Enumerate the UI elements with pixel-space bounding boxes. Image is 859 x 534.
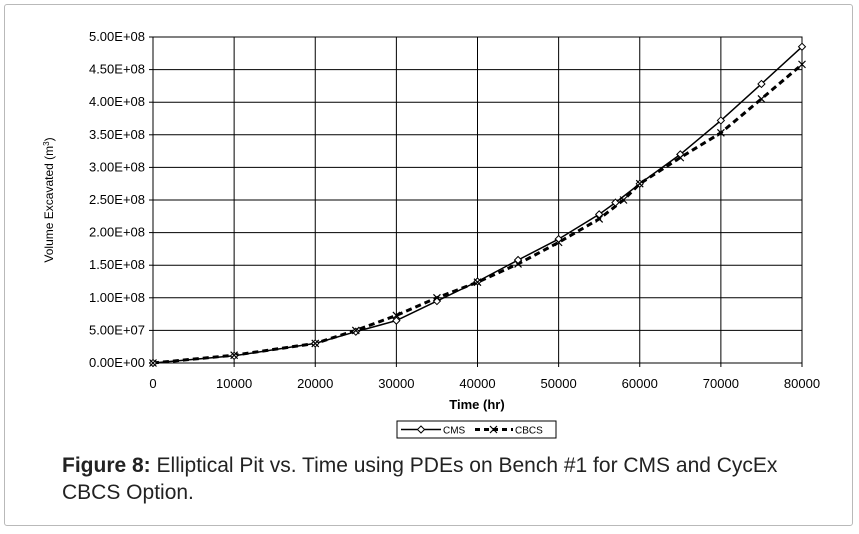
- y-tick-label: 2.50E+08: [89, 192, 145, 207]
- y-axis-label-sup: 3: [42, 141, 51, 146]
- data-point-cbcs: [716, 128, 725, 137]
- grid-lines: [149, 36, 803, 367]
- legend-cms-marker: [416, 425, 426, 434]
- y-tick-label: 0.00E+00: [89, 355, 145, 370]
- figure-frame: [4, 4, 853, 526]
- data-point-cbcs: [311, 339, 320, 348]
- data-point-cbcs: [554, 238, 563, 247]
- x-tick-label: 60000: [622, 376, 658, 391]
- y-tick-label: 2.00E+08: [89, 225, 145, 240]
- data-point-cms: [716, 116, 726, 125]
- data-point-cbcs: [757, 95, 766, 103]
- legend-cbcs-marker: [489, 425, 498, 434]
- y-tick-labels: 0.00E+00 5.00E+07 1.00E+08 1.50E+08 2.00E+08…: [89, 29, 145, 370]
- x-tick-label: 30000: [378, 376, 414, 391]
- y-tick-label: 5.00E+08: [89, 29, 145, 44]
- data-point-cbcs: [149, 359, 157, 367]
- data-point-cbcs: [392, 311, 401, 320]
- x-tick-label: 20000: [297, 376, 333, 391]
- y-tick-label: 1.50E+08: [89, 257, 145, 272]
- figure-caption: Figure 8: Elliptical Pit vs. Time using …: [62, 452, 822, 506]
- data-point-cms: [351, 327, 361, 336]
- data-point-cms: [594, 210, 604, 219]
- y-axis-label-main: Volume Excavated (m: [42, 146, 56, 263]
- y-tick-label: 3.50E+08: [89, 127, 145, 142]
- series-layer: [148, 42, 807, 368]
- data-point-cms: [757, 79, 766, 89]
- figure-caption-text: Elliptical Pit vs. Time using PDEs on Be…: [62, 454, 778, 504]
- data-point-cbcs: [635, 179, 644, 188]
- data-point-cbcs: [514, 259, 522, 268]
- y-tick-label: 1.00E+08: [89, 290, 145, 305]
- data-point-cbcs: [351, 326, 360, 335]
- y-tick-label: 4.00E+08: [89, 94, 145, 109]
- data-point-cbcs: [619, 196, 628, 204]
- data-point-cbcs: [595, 214, 604, 223]
- x-tick-label: 50000: [541, 376, 577, 391]
- x-axis-label: Time (hr): [449, 397, 504, 412]
- data-point-cbcs: [798, 60, 806, 69]
- x-tick-labels: 0 10000 20000 30000 40000 50000 60000 70000 8000…: [149, 376, 820, 391]
- y-axis-label: Volume Excavated (m3): [42, 137, 56, 262]
- x-tick-label: 70000: [703, 376, 739, 391]
- x-tick-label: 80000: [784, 376, 820, 391]
- legend-cbcs-label: CBCS: [515, 426, 543, 437]
- y-tick-label: 3.00E+08: [89, 159, 145, 174]
- data-point-cbcs: [433, 293, 441, 302]
- y-axis-label-close: ): [42, 137, 56, 141]
- data-point-cbcs: [676, 153, 685, 162]
- legend: CMS CBCS: [396, 420, 557, 439]
- plot-area: [152, 36, 803, 364]
- y-tick-label: 5.00E+07: [89, 322, 145, 337]
- data-point-cbcs: [473, 278, 482, 287]
- data-point-cms: [797, 42, 807, 51]
- series-line-cbcs: [152, 63, 803, 365]
- x-tick-label: 40000: [459, 376, 495, 391]
- figure-label: Figure 8:: [62, 454, 151, 477]
- volume-time-chart: 0.00E+00 5.00E+07 1.00E+08 1.50E+08 2.00E+08…: [42, 29, 820, 439]
- y-tick-label: 4.50E+08: [89, 62, 145, 77]
- legend-cms-label: CMS: [443, 426, 466, 437]
- x-tick-label: 0: [149, 376, 156, 391]
- data-point-cbcs: [230, 351, 239, 360]
- data-point-cms: [611, 198, 620, 207]
- x-tick-label: 10000: [216, 376, 252, 391]
- data-point-cms: [392, 316, 401, 325]
